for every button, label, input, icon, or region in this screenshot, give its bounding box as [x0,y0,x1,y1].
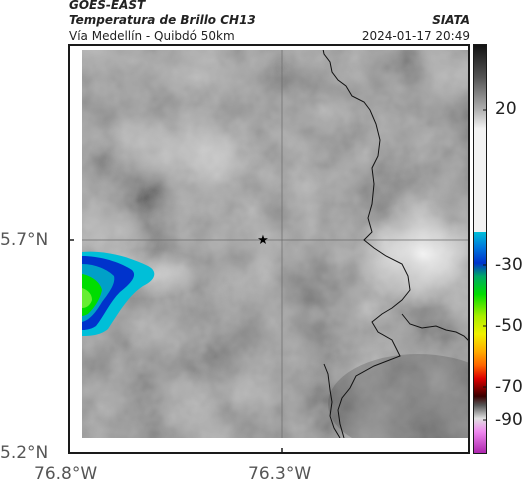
temperature-colorbar [473,44,487,454]
colorbar-label-minus90: -90 [495,410,523,430]
satellite-name: GOES-EAST [69,0,146,12]
convective-cell-core [82,288,92,308]
agency-label: SIATA [432,13,470,27]
lon-label-76-8: 76.8°W [34,464,98,484]
bright-cloud-north [88,104,308,224]
colorbar-label-minus50: -50 [495,316,523,336]
colorbar-label-minus30: -30 [495,255,523,275]
dark-zone [328,354,468,438]
department-border-branch [401,313,468,341]
colorbar-label-20: 20 [495,99,517,119]
map-axes-frame [68,44,470,454]
timestamp: 2024-01-17 20:49 [361,29,470,43]
colorbar-color-segment [473,232,487,454]
lat-label-5-7: 5.7°N [0,230,49,250]
lat-label-5-2: 5.2°N [0,443,49,463]
bright-cloud-east [353,199,468,309]
product-title: Temperatura de Brillo CH13 [69,13,256,27]
lon-label-76-3: 76.3°W [248,464,312,484]
colorbar-label-minus70: -70 [495,377,523,397]
colorbar-frame [473,44,487,454]
department-border [322,50,411,438]
brightness-temperature-map: ★ [68,44,470,454]
department-border-south [323,363,341,438]
location-marker-star: ★ [257,233,269,248]
region-subtitle: Vía Medellín - Quibdó 50km [69,29,235,43]
colorbar-gray-segment [473,44,487,232]
